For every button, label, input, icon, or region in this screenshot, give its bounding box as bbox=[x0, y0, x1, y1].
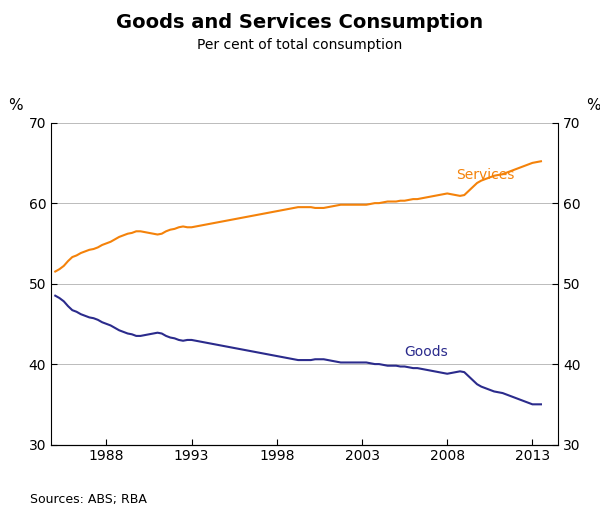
Text: Goods: Goods bbox=[404, 345, 448, 359]
Text: %: % bbox=[8, 98, 23, 113]
Text: Services: Services bbox=[456, 168, 514, 182]
Text: Goods and Services Consumption: Goods and Services Consumption bbox=[116, 13, 484, 32]
Text: Sources: ABS; RBA: Sources: ABS; RBA bbox=[30, 493, 147, 506]
Text: Per cent of total consumption: Per cent of total consumption bbox=[197, 38, 403, 52]
Text: %: % bbox=[586, 98, 600, 113]
